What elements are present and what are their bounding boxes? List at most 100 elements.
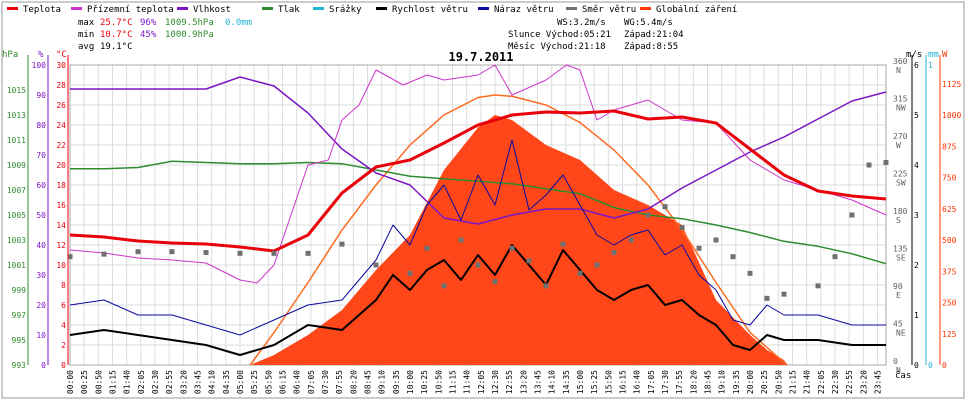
dir-tick-deg-6: 270 bbox=[893, 132, 908, 141]
temp-tick-13: 26 bbox=[56, 101, 66, 110]
time-tick-56: 23:20 bbox=[859, 370, 868, 394]
direction-point-10 bbox=[407, 270, 413, 276]
legend-label-7: Směr větru bbox=[582, 5, 636, 15]
rain-tick-1: 1 bbox=[928, 61, 933, 70]
hpa-tick-3: 999 bbox=[12, 286, 27, 295]
hum-tick-1: 10 bbox=[36, 331, 46, 340]
direction-point-22 bbox=[611, 250, 617, 255]
time-tick-20: 08:20 bbox=[349, 370, 358, 394]
dir-tick-lab-7: NW bbox=[896, 104, 906, 113]
dir-tick-lab-2: E bbox=[896, 291, 901, 300]
dir-tick-deg-5: 225 bbox=[893, 170, 908, 179]
direction-point-17 bbox=[526, 258, 532, 264]
wind-gust-line bbox=[69, 139, 886, 336]
temp-tick-4: 8 bbox=[61, 281, 66, 290]
hum-tick-4: 40 bbox=[36, 241, 46, 250]
hum-tick-0: 0 bbox=[41, 361, 46, 370]
info-ws: WS:3.2m/s bbox=[557, 18, 606, 28]
time-tick-33: 13:45 bbox=[534, 370, 543, 394]
direction-point-37 bbox=[883, 160, 889, 165]
direction-point-0 bbox=[67, 254, 73, 260]
rain-tick-0: 0 bbox=[928, 361, 933, 370]
time-tick-5: 02:05 bbox=[137, 370, 146, 394]
rad-tick-6: 750 bbox=[942, 174, 957, 183]
time-tick-36: 15:00 bbox=[576, 370, 585, 394]
info-wg: WG:5.4m/s bbox=[624, 18, 673, 28]
legend-label-5: Rychlost větru bbox=[392, 5, 468, 15]
temp-tick-3: 6 bbox=[61, 301, 66, 310]
temp-tick-9: 18 bbox=[56, 181, 66, 190]
wind-tick-2: 2 bbox=[914, 261, 919, 270]
rain-axis-unit: mm bbox=[928, 50, 939, 60]
direction-point-30 bbox=[747, 270, 753, 276]
stat-min-press: 1000.9hPa bbox=[165, 30, 214, 40]
dir-tick-lab-8: N bbox=[896, 66, 901, 75]
time-axis-unit: čas bbox=[895, 370, 911, 381]
time-tick-10: 04:10 bbox=[208, 370, 217, 394]
time-tick-18: 07:30 bbox=[321, 370, 330, 394]
time-tick-32: 13:20 bbox=[519, 370, 528, 394]
stat-max-press: 1009.5hPa bbox=[165, 18, 214, 28]
hpa-tick-0: 993 bbox=[12, 361, 27, 370]
temp-tick-0: 0 bbox=[61, 361, 66, 370]
hpa-tick-4: 1001 bbox=[7, 261, 26, 270]
chart-title: 19.7.2011 bbox=[448, 50, 513, 64]
direction-point-14 bbox=[475, 262, 481, 268]
dir-tick-deg-8: 360 bbox=[893, 57, 908, 66]
dir-tick-deg-7: 315 bbox=[893, 95, 908, 104]
hpa-tick-9: 1011 bbox=[7, 136, 26, 145]
time-tick-16: 06:40 bbox=[293, 370, 302, 394]
time-tick-38: 15:50 bbox=[604, 370, 613, 394]
legend-swatch-7 bbox=[566, 7, 577, 10]
temp-tick-14: 28 bbox=[56, 81, 66, 90]
stat-max-temp: 25.7°C bbox=[100, 18, 133, 28]
temp-tick-7: 14 bbox=[56, 221, 66, 230]
direction-point-26 bbox=[679, 225, 685, 230]
time-tick-29: 12:05 bbox=[477, 370, 486, 394]
direction-point-11 bbox=[424, 245, 430, 251]
time-tick-1: 00:25 bbox=[80, 370, 89, 394]
legend-swatch-1 bbox=[71, 7, 82, 10]
hum-tick-10: 100 bbox=[32, 61, 47, 70]
stat-max-hum: 96% bbox=[140, 18, 157, 28]
wind-tick-6: 6 bbox=[914, 61, 919, 70]
direction-point-8 bbox=[339, 241, 345, 247]
dir-tick-deg-1: 45 bbox=[893, 320, 903, 329]
hpa-tick-1: 995 bbox=[12, 336, 27, 345]
time-tick-7: 02:55 bbox=[165, 370, 174, 394]
direction-point-9 bbox=[373, 262, 379, 268]
time-tick-2: 00:50 bbox=[94, 370, 103, 394]
time-tick-50: 20:50 bbox=[774, 370, 783, 394]
dir-tick-lab-0: N bbox=[896, 366, 901, 375]
hum-tick-3: 30 bbox=[36, 271, 46, 280]
time-tick-31: 12:55 bbox=[505, 370, 514, 394]
rad-tick-1: 125 bbox=[942, 330, 957, 339]
info-sun-set: Západ:21:04 bbox=[624, 30, 684, 40]
rad-tick-2: 250 bbox=[942, 299, 957, 308]
direction-point-19 bbox=[560, 241, 566, 247]
stat-min-temp: 10.7°C bbox=[100, 30, 133, 40]
radiation-area bbox=[250, 115, 788, 365]
direction-point-35 bbox=[849, 212, 855, 218]
time-tick-19: 07:55 bbox=[335, 370, 344, 394]
stat-min-label: min bbox=[78, 30, 94, 40]
direction-point-3 bbox=[169, 249, 175, 255]
humidity-line bbox=[70, 76, 887, 225]
time-tick-23: 09:35 bbox=[392, 370, 401, 394]
time-tick-39: 16:15 bbox=[619, 370, 628, 394]
temp-tick-6: 12 bbox=[56, 241, 66, 250]
direction-point-33 bbox=[815, 283, 821, 289]
hpa-tick-2: 997 bbox=[12, 311, 27, 320]
legend-swatch-2 bbox=[177, 7, 188, 10]
direction-point-25 bbox=[662, 204, 668, 210]
hum-axis-unit: % bbox=[38, 50, 44, 60]
time-tick-52: 21:40 bbox=[803, 370, 812, 394]
time-tick-34: 14:10 bbox=[548, 370, 557, 394]
stat-min-hum: 45% bbox=[140, 30, 157, 40]
legend-swatch-4 bbox=[313, 7, 324, 10]
wind-tick-4: 4 bbox=[914, 161, 919, 170]
hpa-tick-5: 1003 bbox=[7, 236, 26, 245]
rad-tick-9: 1125 bbox=[942, 80, 961, 89]
stat-max-rain: 0.0mm bbox=[225, 18, 252, 28]
